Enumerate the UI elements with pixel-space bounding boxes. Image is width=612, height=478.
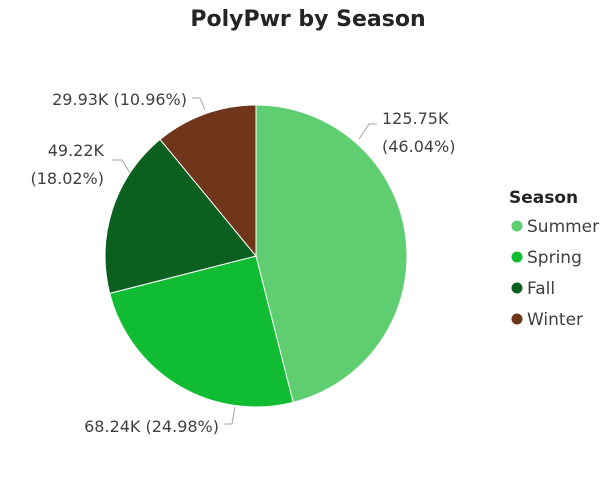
legend: Season Summer Spring Fall Winter [509, 188, 599, 330]
data-label-fall-value: 49.22K [48, 141, 105, 160]
legend-label-summer: Summer [527, 217, 599, 237]
data-label-summer-value: 125.75K [382, 109, 449, 128]
data-label-fall-percent: (18.02%) [31, 169, 105, 188]
pie-slice-fall[interactable] [104, 138, 257, 294]
legend-title: Season [509, 188, 578, 208]
leader-line-summer [358, 123, 377, 140]
leader-line-winter [192, 97, 206, 111]
leader-line-spring [224, 406, 236, 425]
leader-line-fall [112, 159, 131, 174]
data-label-winter: 29.93K (10.96%) [52, 90, 187, 109]
legend-marker-spring [511, 251, 523, 263]
legend-label-fall: Fall [527, 279, 555, 299]
legend-item-fall[interactable]: Fall [511, 279, 556, 299]
legend-marker-fall [511, 282, 523, 294]
legend-marker-summer [511, 220, 523, 232]
legend-label-spring: Spring [527, 248, 582, 268]
data-label-summer-percent: (46.04%) [382, 137, 456, 156]
legend-marker-winter [511, 313, 523, 325]
pie-slice-spring[interactable] [109, 255, 294, 408]
chart-title: PolyPwr by Season [190, 7, 425, 32]
data-label-leader-lines [112, 97, 377, 425]
pie-slice-winter[interactable] [159, 104, 257, 258]
pie-slices [104, 104, 408, 408]
data-labels: 125.75K (46.04%) 68.24K (24.98%) 49.22K (18.… [31, 90, 456, 436]
data-label-spring: 68.24K (24.98%) [84, 417, 219, 436]
legend-label-winter: Winter [527, 310, 583, 330]
legend-item-winter[interactable]: Winter [511, 310, 584, 330]
legend-item-summer[interactable]: Summer [511, 217, 600, 237]
pie-slice-summer[interactable] [255, 104, 408, 403]
legend-item-spring[interactable]: Spring [511, 248, 582, 268]
